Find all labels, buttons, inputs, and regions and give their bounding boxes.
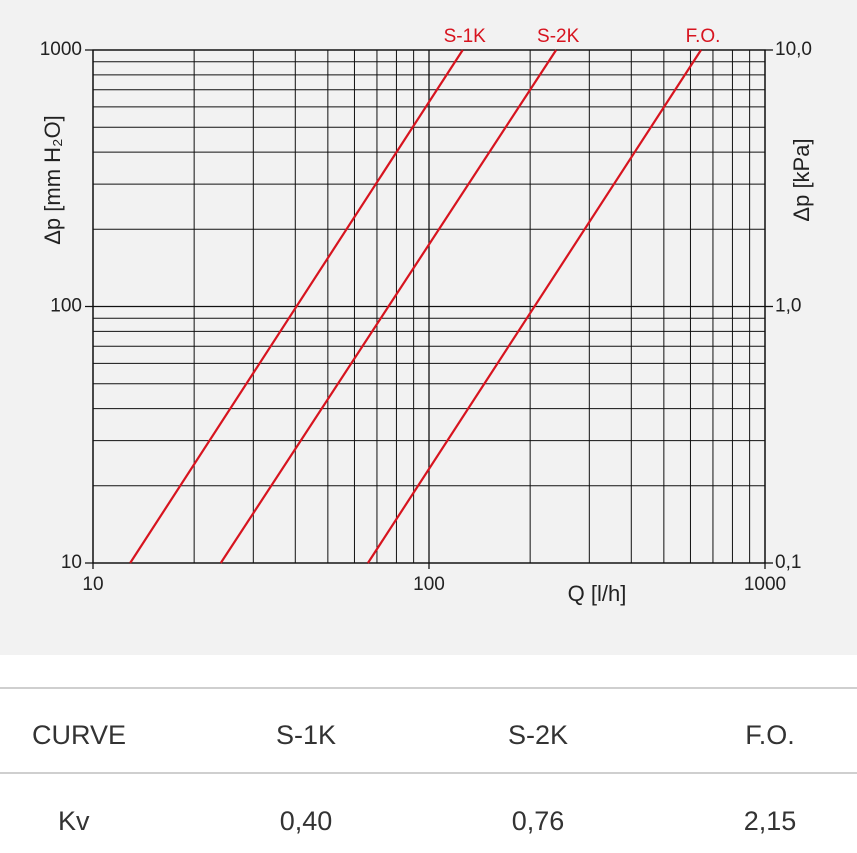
plot-frame <box>92 49 766 564</box>
x-tick-label: 1000 <box>744 574 786 595</box>
y2-tick-label: 10,0 <box>775 39 812 60</box>
table-cell: Kv <box>58 806 90 836</box>
x-tick-label: 10 <box>82 574 103 595</box>
table-cell: 2,15 <box>744 806 797 836</box>
y-tick-label: 10 <box>61 552 82 573</box>
curve-label: S-2K <box>537 26 580 47</box>
table-header-cell: F.O. <box>745 720 795 750</box>
y-axis-title: Δp [mm H₂O] <box>40 115 65 245</box>
y2-tick-label: 0,1 <box>775 552 801 573</box>
y-tick-label: 1000 <box>40 39 82 60</box>
table-background <box>0 655 857 853</box>
table-header-cell: CURVE <box>32 720 126 750</box>
y-tick-label: 100 <box>50 296 82 317</box>
curve-label: F.O. <box>686 26 721 47</box>
x-axis-title: Q [l/h] <box>568 581 627 606</box>
table-header-cell: S-1K <box>276 720 336 750</box>
table-header-cell: S-2K <box>508 720 568 750</box>
x-tick-label: 100 <box>413 574 445 595</box>
y2-axis-title: Δp [kPa] <box>789 138 814 221</box>
table-cell: 0,40 <box>280 806 333 836</box>
curve-label: S-1K <box>444 26 487 47</box>
curve <box>367 49 702 564</box>
y2-tick-label: 1,0 <box>775 296 801 317</box>
curve <box>129 49 464 564</box>
curve <box>219 49 558 564</box>
table-cell: 0,76 <box>512 806 565 836</box>
